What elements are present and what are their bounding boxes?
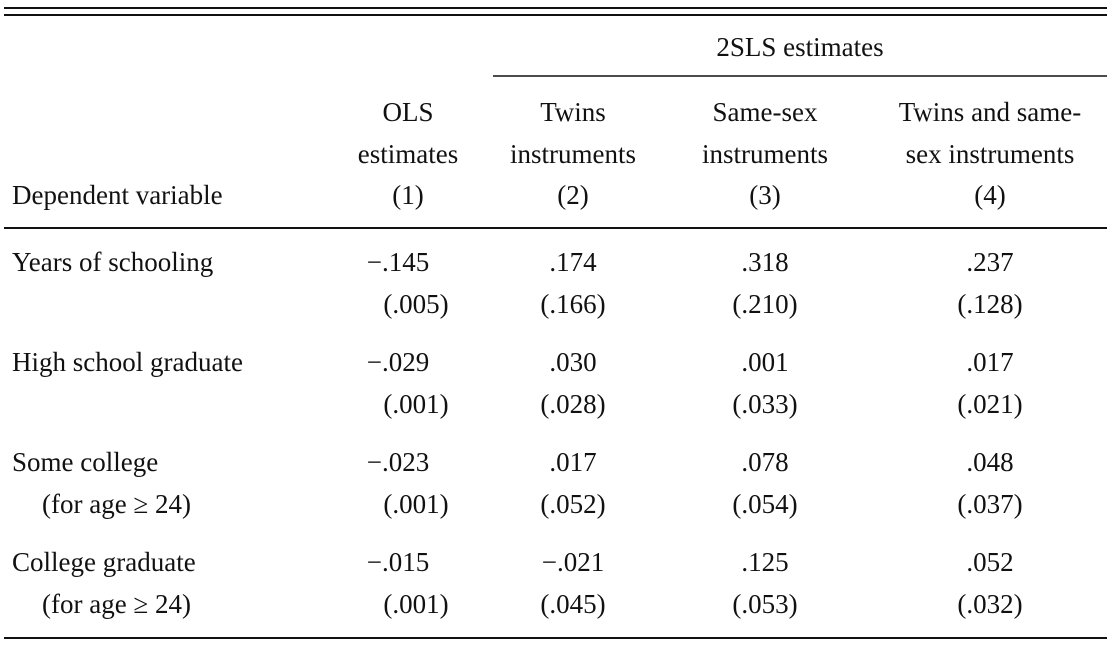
- estimate: .174: [549, 247, 597, 277]
- standard-error: (.054): [732, 489, 797, 519]
- standard-error: (.005): [383, 289, 448, 319]
- estimate: .078: [741, 447, 788, 477]
- standard-error: (.045): [540, 589, 605, 619]
- standard-error: (.001): [383, 389, 448, 419]
- standard-error: (.166): [540, 289, 605, 319]
- row-label: (for age ≥ 24): [42, 589, 191, 619]
- column-header: (4): [974, 180, 1005, 210]
- spanner: 2SLS estimates: [716, 32, 883, 62]
- estimate: .001: [741, 347, 788, 377]
- column-header: (2): [557, 180, 588, 210]
- estimate: .237: [966, 247, 1013, 277]
- column-header: sex instruments: [906, 139, 1075, 169]
- estimate: −.145: [367, 247, 429, 277]
- row-label: Years of schooling: [12, 247, 213, 277]
- standard-error: (.037): [957, 489, 1022, 519]
- column-header: estimates: [358, 139, 458, 169]
- standard-error: (.001): [383, 489, 448, 519]
- standard-error: (.052): [540, 489, 605, 519]
- estimate: .048: [966, 447, 1013, 477]
- column-header: Same-sex: [713, 97, 818, 127]
- standard-error: (.053): [732, 589, 797, 619]
- estimate: .052: [966, 547, 1013, 577]
- column-header: Dependent variable: [12, 180, 223, 210]
- standard-error: (.028): [540, 389, 605, 419]
- estimate: −.029: [367, 347, 429, 377]
- column-header: (1): [392, 180, 423, 210]
- estimate: .017: [966, 347, 1013, 377]
- row-label: Some college: [12, 447, 158, 477]
- row-label: High school graduate: [12, 347, 243, 377]
- estimate: −.021: [542, 547, 604, 577]
- column-header: Twins and same-: [899, 97, 1082, 127]
- standard-error: (.032): [957, 589, 1022, 619]
- column-header: instruments: [510, 139, 636, 169]
- column-header: (3): [749, 180, 780, 210]
- column-header: instruments: [702, 139, 828, 169]
- standard-error: (.021): [957, 389, 1022, 419]
- estimate: −.015: [367, 547, 429, 577]
- estimate: .017: [549, 447, 596, 477]
- estimate: .318: [741, 247, 788, 277]
- row-label: College graduate: [12, 547, 196, 577]
- estimate: −.023: [367, 447, 429, 477]
- estimate: .125: [741, 547, 788, 577]
- standard-error: (.210): [732, 289, 797, 319]
- estimate: .030: [549, 347, 596, 377]
- column-header: OLS: [382, 97, 433, 127]
- row-label: (for age ≥ 24): [42, 489, 191, 519]
- standard-error: (.001): [383, 589, 448, 619]
- column-header: Twins: [540, 97, 606, 127]
- standard-error: (.033): [732, 389, 797, 419]
- standard-error: (.128): [957, 289, 1022, 319]
